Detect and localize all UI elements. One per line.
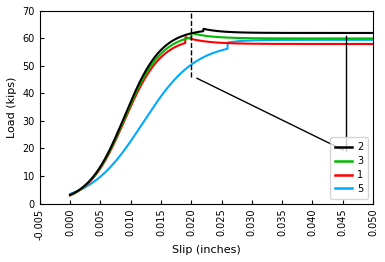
Y-axis label: Load (kips): Load (kips): [7, 77, 17, 138]
X-axis label: Slip (inches): Slip (inches): [172, 245, 241, 255]
Legend: 2, 3, 1, 5: 2, 3, 1, 5: [330, 137, 368, 199]
